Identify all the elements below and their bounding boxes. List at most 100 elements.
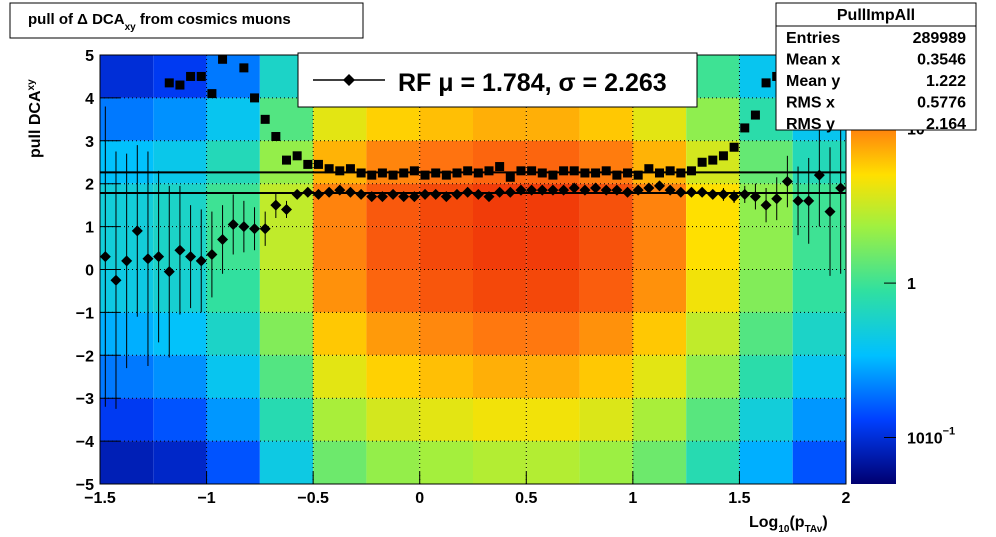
diamond-point bbox=[579, 184, 591, 196]
heat-cell bbox=[739, 398, 793, 442]
square-point bbox=[537, 168, 547, 178]
diamond-point bbox=[504, 186, 516, 198]
diamond-point bbox=[174, 244, 186, 256]
square-point bbox=[324, 164, 334, 174]
diamond-point bbox=[728, 191, 740, 203]
diamond-point bbox=[781, 176, 793, 188]
diamond-point bbox=[664, 184, 676, 196]
diamond-point bbox=[291, 188, 303, 200]
heat-cell bbox=[419, 312, 473, 356]
heat-cell bbox=[686, 398, 740, 442]
heat-cell bbox=[419, 441, 473, 484]
stats-value: 0.5776 bbox=[917, 95, 966, 112]
y-tick-label: −1 bbox=[76, 305, 94, 322]
stats-label: RMS y bbox=[786, 116, 835, 133]
heat-cell bbox=[579, 226, 633, 270]
square-point bbox=[718, 151, 728, 161]
diamond-point bbox=[558, 184, 570, 196]
diamond-point bbox=[217, 233, 229, 245]
square-point bbox=[452, 168, 462, 178]
heat-cell bbox=[206, 441, 260, 484]
chart-title: pull of Δ DCAxy from cosmics muons bbox=[28, 11, 291, 33]
heat-cell bbox=[473, 312, 527, 356]
x-tick-label: −0.5 bbox=[297, 490, 329, 507]
heat-cell bbox=[526, 226, 580, 270]
diamond-point bbox=[622, 186, 634, 198]
heat-cell bbox=[153, 441, 207, 484]
square-point bbox=[569, 166, 579, 176]
heat-cell bbox=[206, 355, 260, 399]
diamond-point bbox=[185, 251, 197, 263]
x-label-sub: TAv bbox=[805, 524, 823, 535]
diamond-point bbox=[611, 184, 623, 196]
stats-value: 1.222 bbox=[926, 73, 966, 90]
diamond-point bbox=[685, 186, 697, 198]
diamond-point bbox=[270, 199, 282, 211]
diamond-point bbox=[526, 184, 538, 196]
diamond-point bbox=[803, 195, 815, 207]
diamond-point bbox=[813, 169, 825, 181]
square-point bbox=[633, 170, 643, 180]
y-tick-label: 5 bbox=[85, 48, 94, 65]
heat-cell bbox=[366, 269, 420, 313]
heat-cell bbox=[579, 312, 633, 356]
diamond-point bbox=[440, 191, 452, 203]
stats-title: PullImpAll bbox=[837, 7, 915, 24]
diamond-point bbox=[707, 188, 719, 200]
legend-marker bbox=[343, 74, 355, 86]
heat-cell bbox=[206, 269, 260, 313]
square-point bbox=[356, 168, 366, 178]
heat-cell bbox=[153, 355, 207, 399]
diamond-point bbox=[771, 193, 783, 205]
square-point bbox=[260, 114, 270, 124]
stats-value: 289989 bbox=[913, 30, 966, 47]
square-point bbox=[186, 71, 196, 81]
square-point bbox=[601, 166, 611, 176]
diamond-point bbox=[483, 191, 495, 203]
square-point bbox=[196, 71, 206, 81]
heat-cell bbox=[792, 398, 846, 442]
diamond-point bbox=[739, 188, 751, 200]
diamond-point bbox=[760, 199, 772, 211]
x-tick-label: 1.5 bbox=[728, 490, 750, 507]
diamond-point bbox=[323, 186, 335, 198]
square-point bbox=[420, 170, 430, 180]
diamond-point bbox=[792, 195, 804, 207]
stats-label: RMS x bbox=[786, 95, 835, 112]
square-point bbox=[591, 168, 601, 178]
heat-cell bbox=[366, 441, 420, 484]
heat-cell bbox=[313, 226, 367, 270]
heat-cell bbox=[366, 355, 420, 399]
heat-cell bbox=[473, 441, 527, 484]
square-point bbox=[175, 80, 185, 90]
diamond-point bbox=[366, 191, 378, 203]
legend-label: RF μ = 1.784, σ = 2.263 bbox=[398, 69, 667, 97]
heat-cell bbox=[686, 355, 740, 399]
heat-cell bbox=[526, 312, 580, 356]
diamond-point bbox=[131, 225, 143, 237]
square-point bbox=[750, 110, 760, 120]
y-axis-label: pull DCAxy bbox=[26, 79, 44, 158]
profile-points bbox=[100, 55, 846, 409]
heat-cell bbox=[686, 269, 740, 313]
z-tick-label: 1010−1 bbox=[907, 426, 955, 448]
heat-cell bbox=[366, 398, 420, 442]
z-tick-exponent: −1 bbox=[943, 426, 956, 438]
heat-cell bbox=[313, 355, 367, 399]
heat-cell bbox=[792, 355, 846, 399]
diamond-point bbox=[472, 188, 484, 200]
x-label-part: ) bbox=[822, 514, 827, 531]
square-point bbox=[580, 168, 590, 178]
diamond-point bbox=[312, 188, 324, 200]
square-point bbox=[548, 170, 558, 180]
heat-cell bbox=[153, 140, 207, 184]
heat-cell bbox=[259, 226, 314, 270]
diamond-point bbox=[376, 191, 388, 203]
diamond-point bbox=[824, 206, 836, 218]
heat-cell bbox=[579, 355, 633, 399]
heat-cell bbox=[366, 226, 420, 270]
y-tick-label: 0 bbox=[85, 263, 94, 280]
square-point bbox=[292, 151, 302, 161]
diamond-point bbox=[163, 266, 175, 278]
